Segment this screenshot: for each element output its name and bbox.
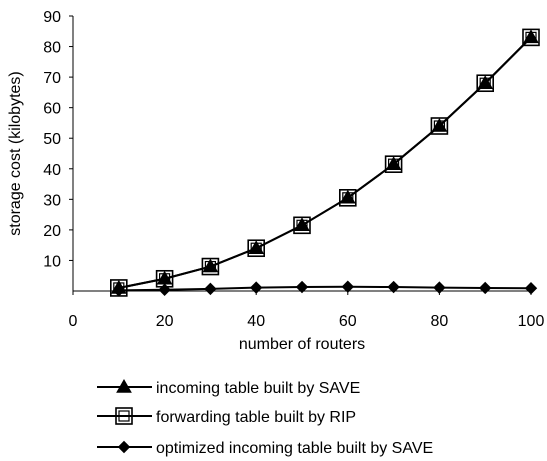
legend-label: optimized incoming table built by SAVE bbox=[156, 440, 433, 457]
y-tick-label: 80 bbox=[43, 40, 61, 57]
data-point-triangle bbox=[202, 258, 219, 273]
legend-marker-square-open bbox=[115, 407, 133, 425]
y-tick-label: 20 bbox=[43, 223, 61, 240]
y-tick-label: 40 bbox=[43, 162, 61, 179]
data-point-diamond bbox=[433, 281, 446, 294]
x-axis-title: number of routers bbox=[239, 336, 365, 353]
legend-marker-diamond bbox=[117, 440, 131, 454]
data-point-diamond bbox=[478, 281, 492, 295]
series-diamond bbox=[112, 280, 538, 297]
x-tick-label: 100 bbox=[518, 313, 545, 330]
data-point-diamond bbox=[158, 283, 171, 296]
data-point-triangle bbox=[294, 217, 310, 232]
y-tick-label: 10 bbox=[43, 253, 61, 270]
data-point-diamond bbox=[204, 282, 217, 296]
legend-label: forwarding table built by RIP bbox=[156, 409, 356, 426]
series-group bbox=[110, 28, 540, 297]
x-tick-label: 0 bbox=[69, 313, 78, 330]
legend-item: optimized incoming table built by SAVE bbox=[97, 440, 433, 457]
legend: incoming table built by SAVE forwarding t… bbox=[97, 378, 433, 457]
x-tick-label: 20 bbox=[156, 313, 174, 330]
data-point-diamond bbox=[387, 280, 400, 294]
y-tick-label: 50 bbox=[43, 131, 61, 148]
y-tick-label: 90 bbox=[43, 9, 61, 26]
y-axis-title: storage cost (kilobytes) bbox=[7, 71, 24, 236]
data-point-triangle bbox=[477, 75, 494, 89]
legend-marker-square-open-outer bbox=[115, 407, 133, 425]
legend-label: incoming table built by SAVE bbox=[156, 380, 360, 397]
legend-marker-triangle bbox=[116, 378, 132, 393]
series-line bbox=[118, 36, 532, 289]
data-point-diamond bbox=[524, 282, 538, 295]
x-tick-label: 80 bbox=[431, 313, 449, 330]
data-point-diamond bbox=[341, 280, 355, 293]
y-tick-label: 30 bbox=[43, 192, 61, 209]
series-line bbox=[118, 36, 532, 289]
series-line bbox=[118, 285, 532, 292]
data-point-triangle bbox=[385, 156, 402, 170]
data-point-diamond bbox=[112, 284, 126, 297]
data-point-triangle bbox=[431, 117, 448, 132]
data-point-diamond bbox=[295, 280, 309, 294]
data-point-diamond bbox=[249, 281, 263, 294]
legend-item: incoming table built by SAVE bbox=[97, 378, 360, 397]
legend-item: forwarding table built by RIP bbox=[97, 407, 356, 426]
y-axis-ticks: 10 20 30 40 50 60 70 80 90 bbox=[43, 9, 73, 270]
x-axis-ticks: 0 20 40 60 80 100 bbox=[69, 291, 545, 330]
x-tick-label: 40 bbox=[247, 313, 265, 330]
y-tick-label: 70 bbox=[43, 70, 61, 87]
data-point-triangle bbox=[248, 240, 265, 254]
legend-marker-square-open-inner bbox=[118, 410, 130, 422]
y-tick-label: 60 bbox=[43, 101, 61, 118]
series-triangle bbox=[110, 29, 539, 294]
data-point-triangle bbox=[339, 189, 356, 204]
x-tick-label: 60 bbox=[339, 313, 357, 330]
data-point-triangle bbox=[523, 29, 539, 44]
series-square-open bbox=[110, 28, 540, 297]
